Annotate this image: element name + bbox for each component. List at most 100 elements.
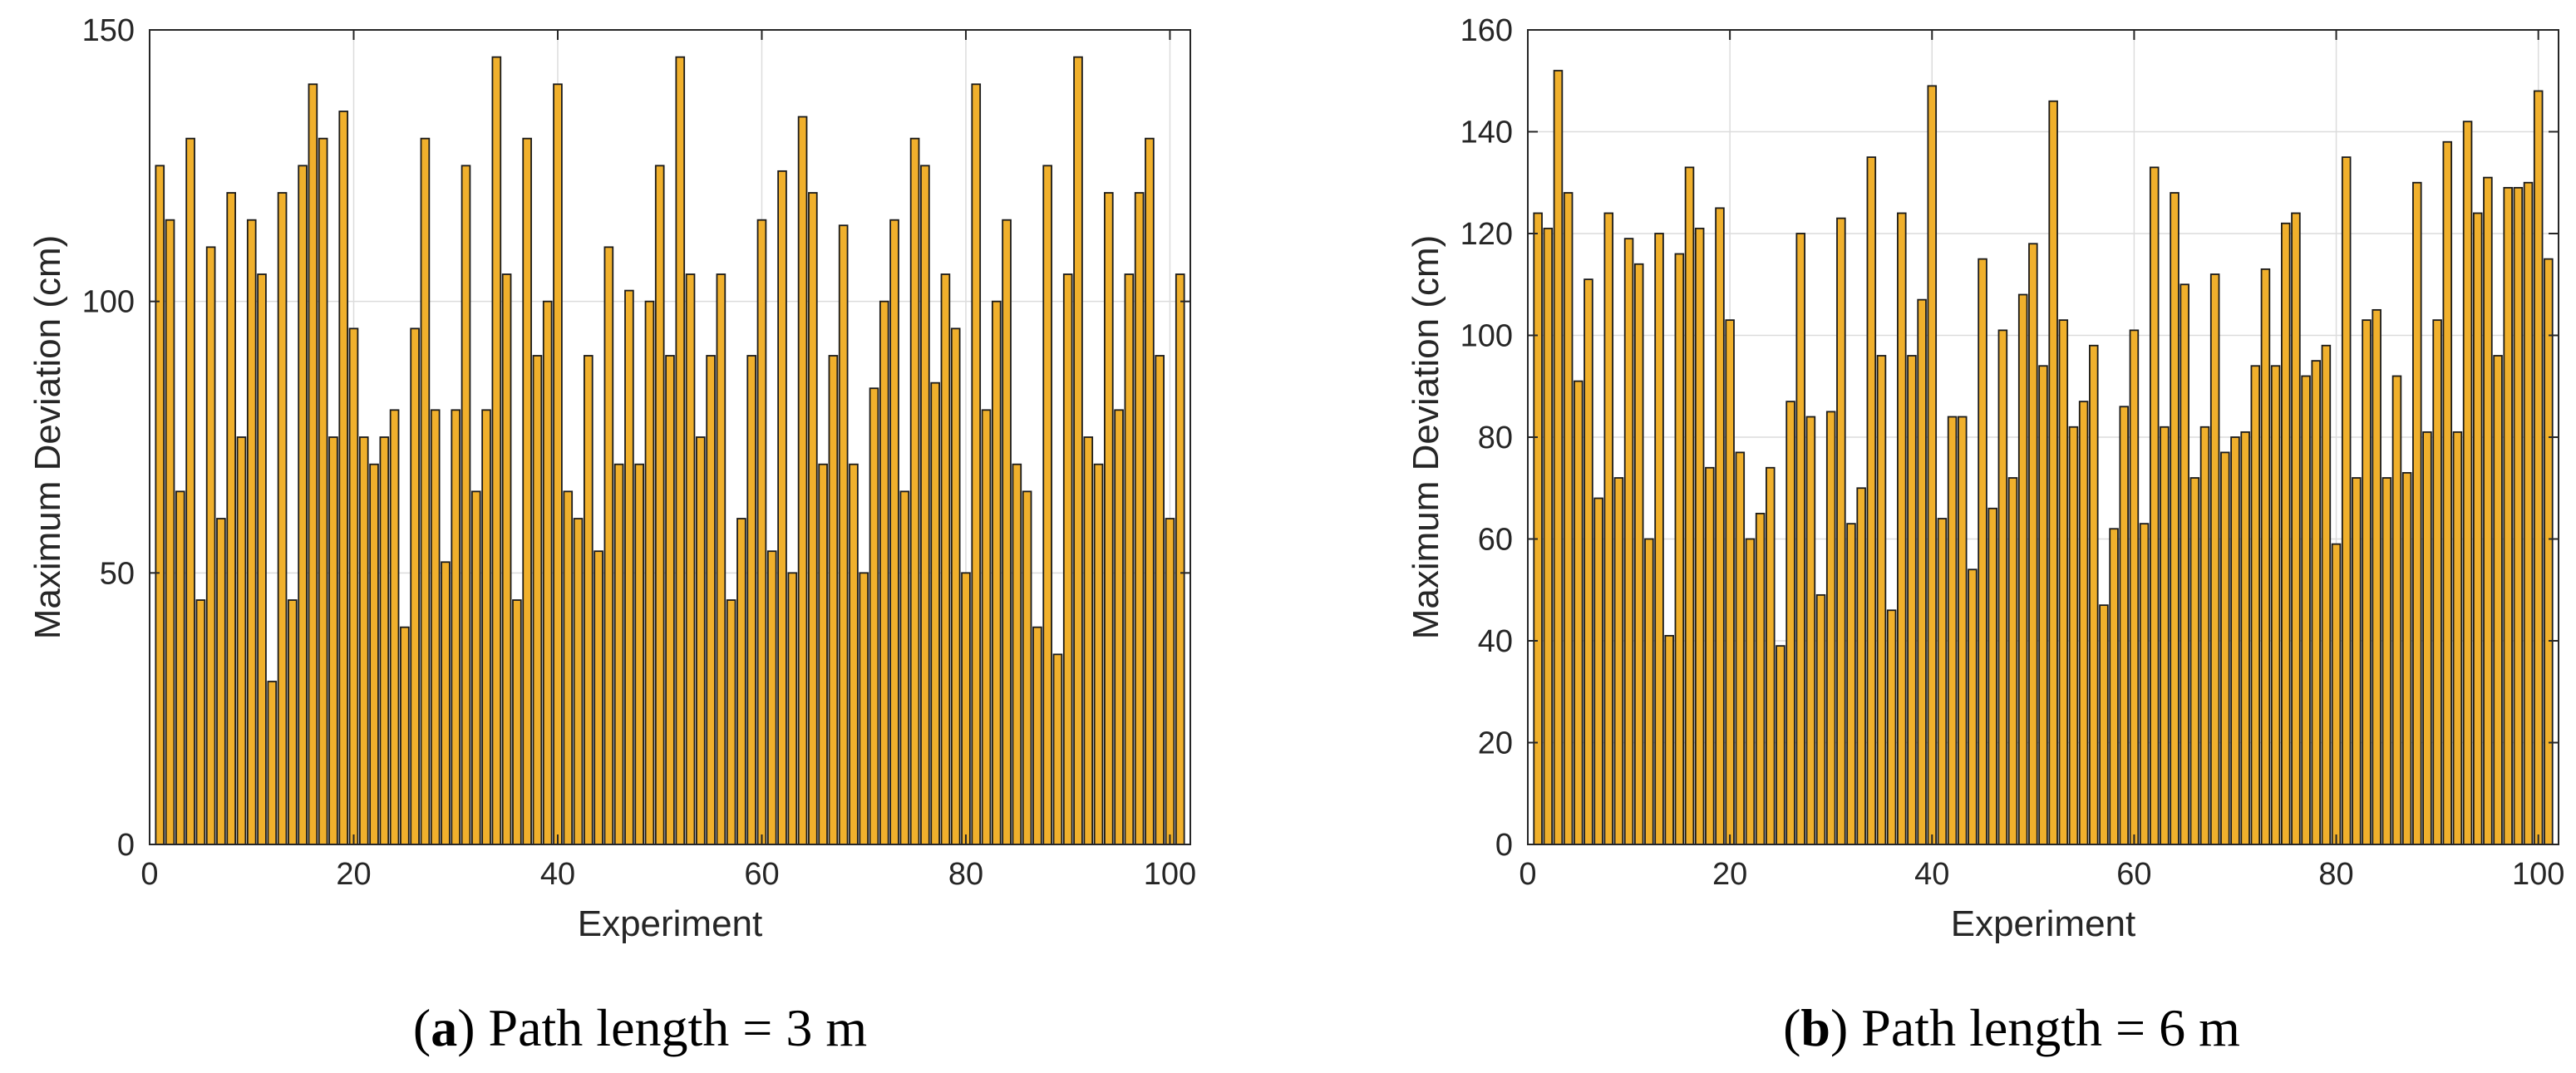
b-bar-57 [2099,604,2109,845]
a-xtick-label-4: 80 [948,857,983,892]
a-bar-23 [379,436,390,845]
a-bar-81 [971,83,982,845]
a-bar-71 [869,387,879,845]
b-bar-78 [2311,360,2321,845]
a-ytick-label-2: 100 [82,285,135,320]
b-bar-49 [2017,293,2028,845]
a-bar-24 [389,409,400,845]
a-bar-4 [185,137,195,845]
a-ytick-label-0: 0 [117,828,135,863]
a-bar-86 [1022,490,1032,845]
b-ytick-label-5: 100 [1460,319,1513,354]
b-bar-2 [1543,227,1554,845]
b-bar-61 [2139,523,2150,845]
a-bar-41 [563,490,574,845]
b-bar-23 [1755,512,1766,845]
b-bar-75 [2281,222,2291,845]
a-bar-26 [410,327,420,845]
a-bar-35 [501,273,512,845]
b-bar-36 [1886,609,1897,845]
panel-b-chart: 0 20 40 60 80 100 0 20 40 60 80 100 120 140 160 Experim… [1406,13,2564,944]
b-bar-10 [1623,238,1634,845]
b-bar-96 [2493,355,2503,845]
a-bar-28 [430,409,441,845]
b-bar-92 [2452,431,2463,845]
b-bar-9 [1613,477,1624,845]
a-bar-74 [899,490,910,845]
b-bar-83 [2362,319,2372,845]
a-xtick-label-1: 20 [336,857,371,892]
b-bar-54 [2068,426,2079,845]
b-bar-85 [2381,477,2392,845]
a-x-axis-label: Experiment [578,903,763,944]
b-y-axis-label: Maximum Deviation (cm) [1406,235,1446,640]
b-bar-87 [2401,471,2412,845]
b-bar-35 [1876,355,1887,845]
b-bar-91 [2442,140,2453,845]
b-ytick-label-4: 80 [1478,421,1513,455]
a-bar-79 [950,327,961,845]
a-axes-box [149,29,1191,845]
b-bar-14 [1664,634,1674,845]
b-bar-33 [1856,487,1866,845]
a-bar-7 [216,518,226,845]
a-bar-29 [441,561,451,845]
b-bar-66 [2189,477,2200,845]
a-bar-83 [991,300,1002,845]
a-bar-98 [1145,137,1155,845]
a-bar-77 [930,381,940,845]
a-bar-32 [470,490,481,845]
b-bar-40 [1927,85,1938,845]
b-bar-32 [1846,523,1856,845]
a-bar-47 [624,289,634,845]
caption-b: (b) Path length = 6 m [1783,998,2240,1057]
a-bar-62 [777,170,787,845]
a-bar-42 [573,518,584,845]
b-bar-65 [2180,283,2189,845]
b-bar-69 [2220,451,2230,845]
b-bar-20 [1725,319,1735,845]
a-bar-37 [522,137,532,845]
b-bar-46 [1987,507,1997,845]
a-bar-94 [1103,192,1114,845]
a-bar-52 [675,56,686,845]
b-bar-28 [1805,416,1816,845]
a-bar-13 [277,192,288,845]
b-bar-17 [1694,227,1705,845]
b-bar-95 [2483,176,2493,845]
a-bar-10 [246,219,257,845]
b-bar-13 [1654,233,1664,845]
b-bar-15 [1674,253,1685,845]
b-bar-90 [2432,319,2442,845]
a-bar-54 [696,436,706,845]
b-bar-100 [2533,90,2544,845]
a-xtick-label-0: 0 [140,857,158,892]
b-bar-71 [2240,431,2250,845]
a-bar-16 [308,83,318,845]
b-bar-51 [2038,365,2048,845]
a-bar-25 [400,626,410,845]
a-bar-63 [787,572,798,845]
b-bar-48 [2007,477,2018,845]
a-bar-8 [226,192,237,845]
b-bar-22 [1745,538,1756,845]
a-bar-20 [348,327,359,845]
b-bar-98 [2513,186,2524,845]
b-ytick-label-3: 60 [1478,523,1513,558]
b-ytick-label-2: 40 [1478,624,1513,659]
b-ytick-label-8: 160 [1460,13,1513,48]
a-bar-59 [746,355,757,845]
a-ytick-label-3: 150 [82,13,135,48]
b-bar-60 [2129,329,2140,845]
b-bar-26 [1785,401,1795,845]
a-bar-93 [1093,463,1104,845]
a-bar-46 [613,463,624,845]
b-bar-99 [2523,181,2534,845]
a-bar-56 [716,273,727,845]
b-bar-53 [2058,319,2069,845]
a-bar-82 [981,409,992,845]
b-bar-94 [2472,212,2483,845]
b-bar-37 [1897,212,1907,845]
b-bar-43 [1957,416,1968,845]
a-bar-90 [1062,273,1073,845]
